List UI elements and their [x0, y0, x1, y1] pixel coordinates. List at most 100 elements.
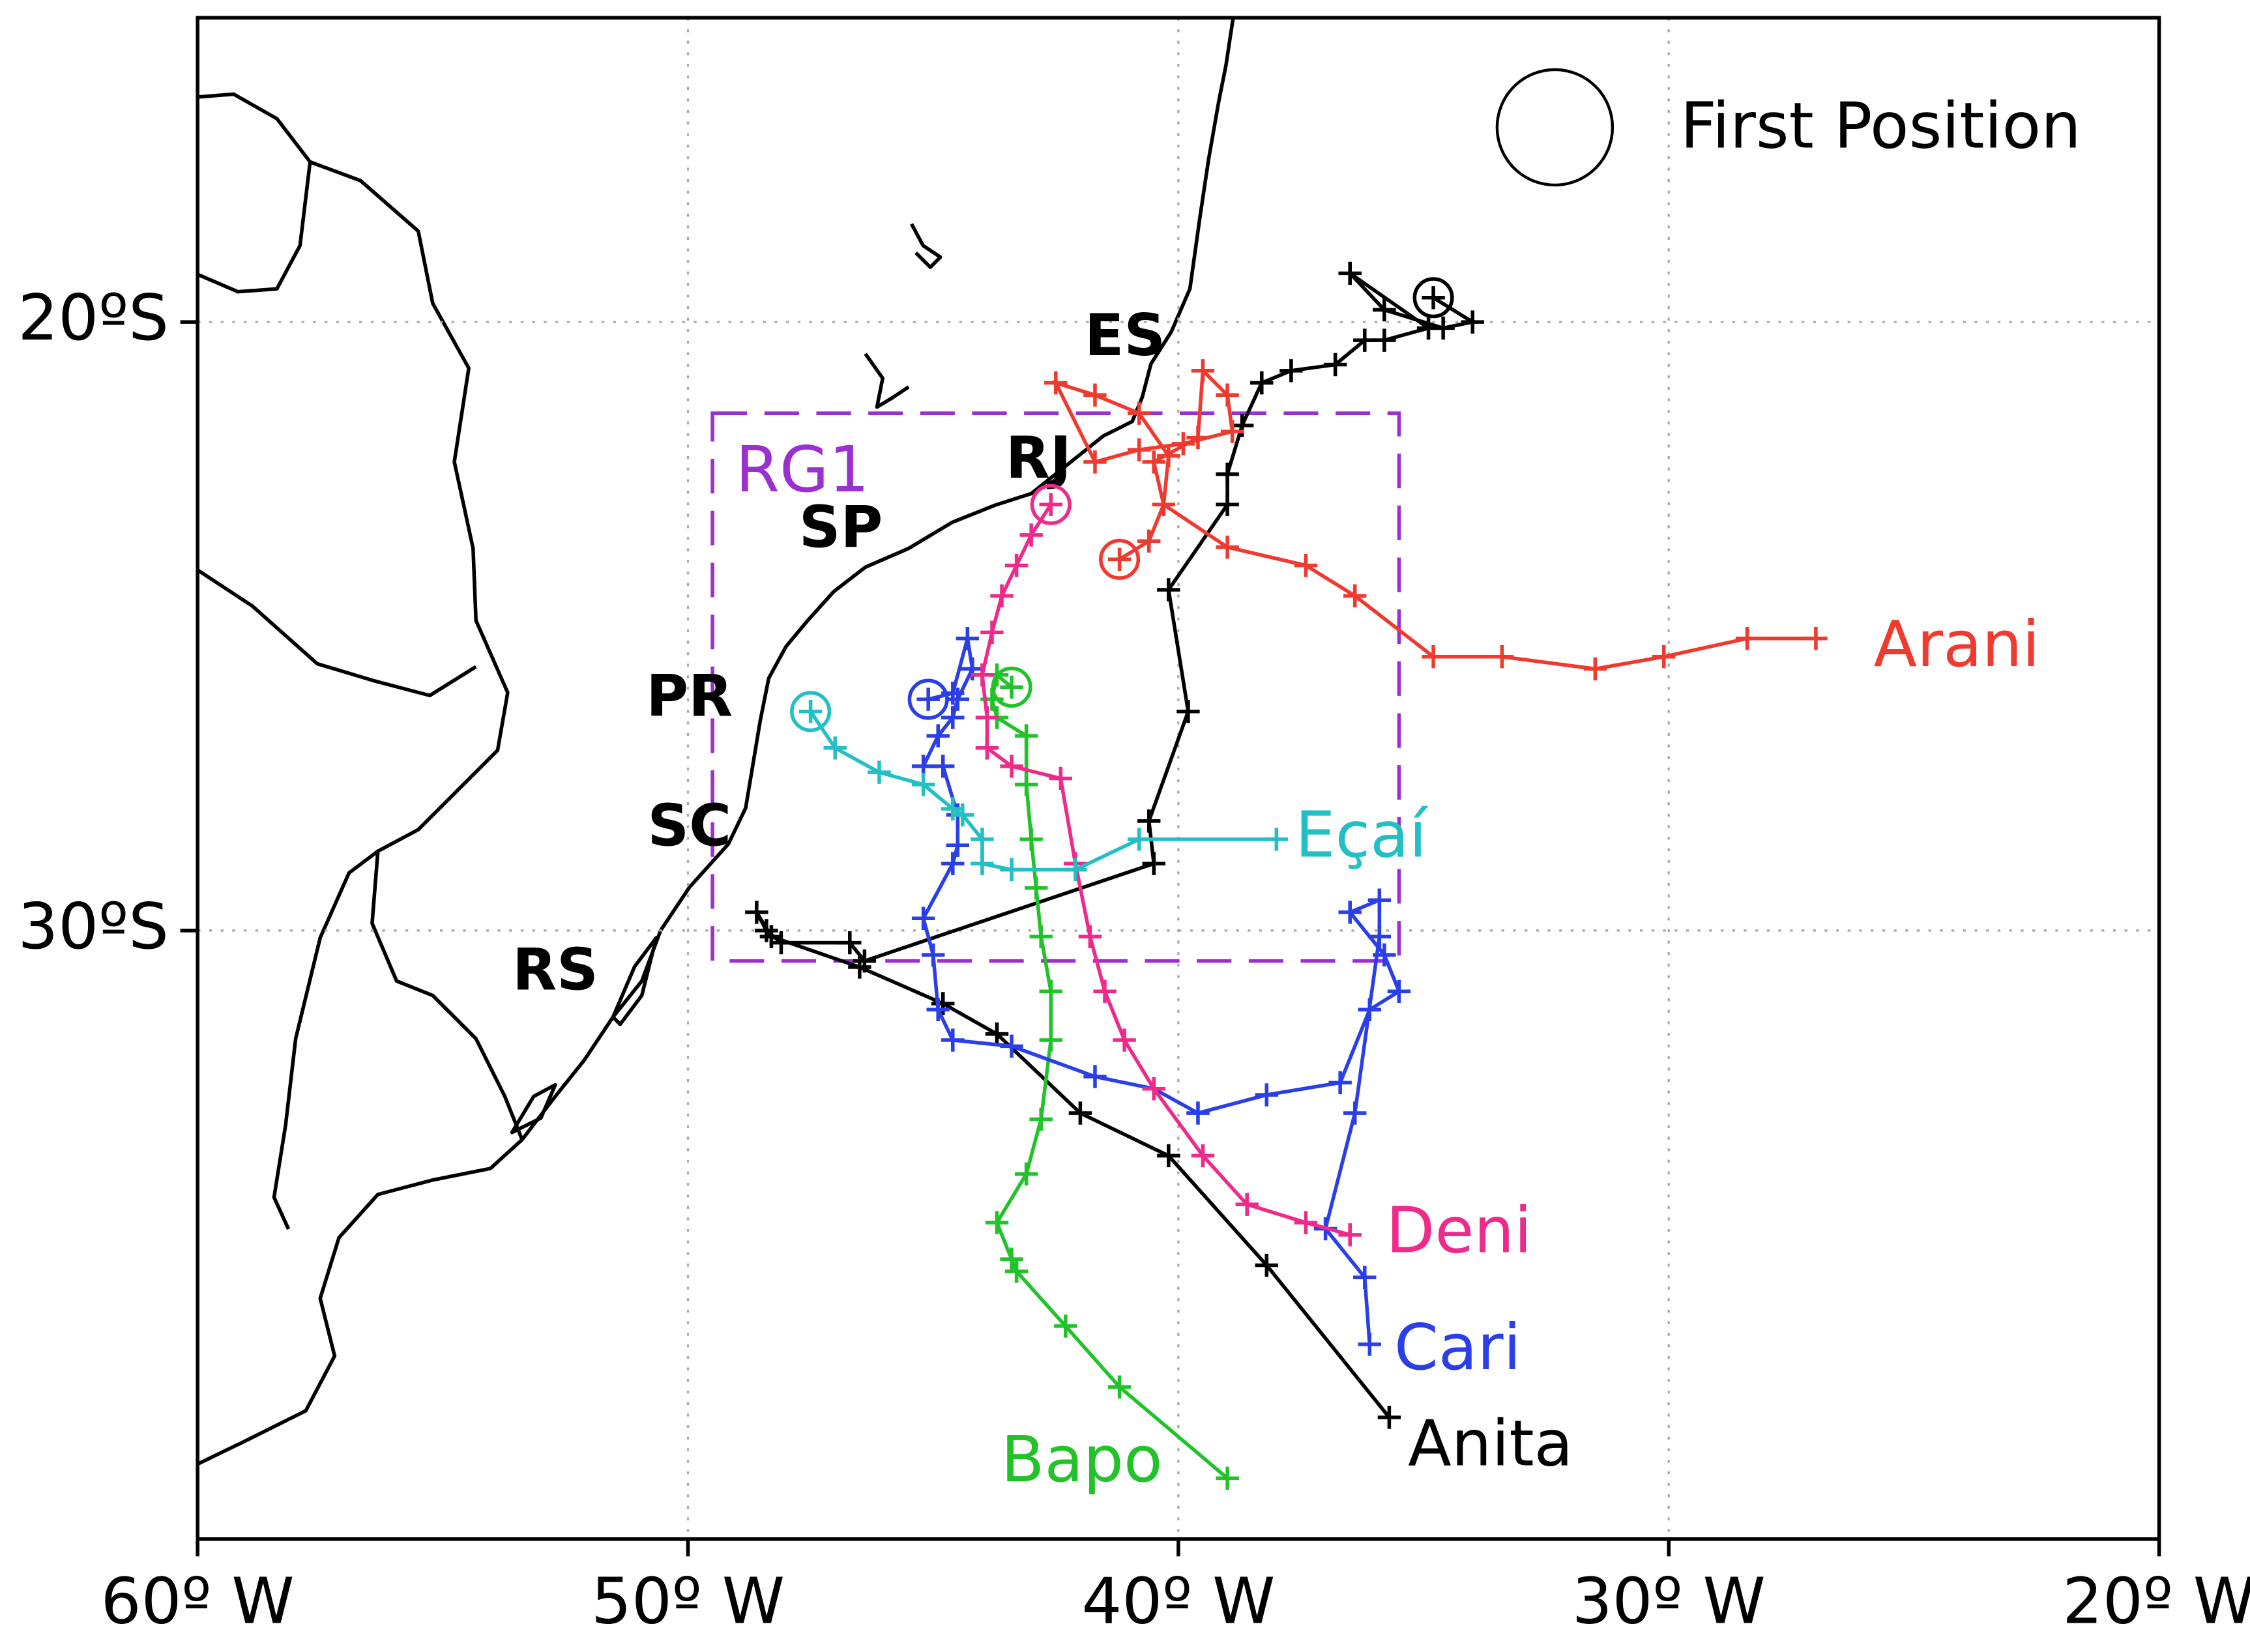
track-point [1113, 1028, 1136, 1052]
place-label: ES [1085, 302, 1165, 369]
track-point [1416, 316, 1440, 340]
first-position [1030, 484, 1072, 525]
track-point [1343, 1101, 1367, 1125]
track-point [1294, 1211, 1318, 1234]
track-point [1804, 626, 1828, 650]
track-point [941, 706, 965, 729]
track-point [985, 1211, 1009, 1234]
track-point [1127, 828, 1151, 851]
track-point [1353, 328, 1377, 352]
track-point [946, 833, 970, 857]
track-point [911, 906, 935, 930]
track-point [1142, 1077, 1165, 1101]
track-point [1127, 438, 1151, 461]
first-position [1412, 277, 1454, 319]
place-label: PR [646, 662, 733, 729]
track-point [1338, 1223, 1362, 1247]
track-point [838, 931, 862, 955]
border [370, 851, 524, 1140]
track-point [1014, 724, 1038, 747]
lagoon [611, 936, 658, 1026]
region-label: RG1 [736, 433, 869, 506]
track-point [911, 773, 935, 796]
track-point [1004, 553, 1029, 577]
track-point [990, 584, 1014, 608]
track-point [1083, 450, 1107, 474]
track-point [1078, 925, 1102, 948]
track-line [809, 710, 1277, 872]
first-position [790, 691, 832, 732]
track-point [1000, 675, 1023, 699]
track-point [1343, 584, 1367, 608]
track-point [980, 620, 1004, 645]
track-point [956, 626, 980, 650]
track-point [1583, 657, 1607, 681]
track-point [1264, 828, 1289, 851]
track-label: Cari [1394, 1311, 1521, 1384]
track-point [1422, 645, 1445, 669]
track-point [1107, 1375, 1132, 1398]
track-point [1049, 766, 1073, 790]
track-label: Bapo [1001, 1423, 1163, 1496]
track-point [971, 663, 994, 687]
border [197, 92, 312, 294]
track-point [1014, 773, 1038, 796]
track-point [1323, 353, 1347, 377]
track-point [975, 736, 999, 760]
track-label: Deni [1386, 1194, 1532, 1268]
track-point [759, 925, 783, 948]
y-tick-label: 30ºS [18, 890, 169, 963]
track-point [1338, 901, 1362, 924]
track-point [1000, 1247, 1023, 1271]
x-tick-label: 50º W [591, 1564, 785, 1638]
track-point [1137, 529, 1161, 553]
track-point [1083, 1065, 1107, 1088]
track-point [1367, 925, 1392, 948]
region-box [710, 411, 1401, 963]
track-point [745, 901, 768, 924]
track-point [941, 852, 965, 875]
track-point [1358, 998, 1381, 1022]
y-tick-label: 20ºS [18, 281, 169, 355]
first-position [991, 666, 1032, 708]
x-tick-label: 40º W [1081, 1564, 1275, 1638]
track-point [1171, 432, 1195, 456]
track-point [926, 998, 950, 1022]
track-point [1064, 858, 1087, 882]
track-point [931, 755, 955, 778]
track-point [1279, 359, 1303, 383]
coast [196, 17, 1235, 1466]
track-point [798, 700, 823, 723]
place-label: RS [512, 936, 598, 1004]
track-point [941, 1028, 965, 1052]
track-point [1014, 1162, 1038, 1186]
lake [910, 223, 942, 269]
track-point [1137, 809, 1161, 833]
track-point [1191, 359, 1215, 383]
track-point [1220, 420, 1244, 443]
track-point [1004, 1260, 1029, 1283]
track-point [946, 688, 970, 711]
track-point [1353, 1266, 1377, 1289]
track-point [1039, 979, 1062, 1004]
track-point [1019, 523, 1043, 547]
track-point [1461, 310, 1484, 334]
track-label: Anita [1408, 1406, 1573, 1480]
place-label: RJ [1006, 424, 1072, 491]
track-point [1000, 1034, 1023, 1058]
track-point [1019, 828, 1043, 851]
track-point [1216, 462, 1239, 486]
track-point [985, 1022, 1009, 1046]
track-point [1735, 626, 1759, 650]
track-point [1216, 1466, 1239, 1490]
track-point [1216, 383, 1239, 407]
track-point [823, 736, 847, 760]
x-tick-label: 30º W [1572, 1564, 1766, 1638]
track-point [1191, 1144, 1215, 1168]
first-position [907, 678, 949, 720]
track-point [1176, 700, 1200, 723]
track-line [1052, 366, 1816, 671]
track-point [1157, 1144, 1180, 1168]
track-point [1000, 755, 1023, 778]
